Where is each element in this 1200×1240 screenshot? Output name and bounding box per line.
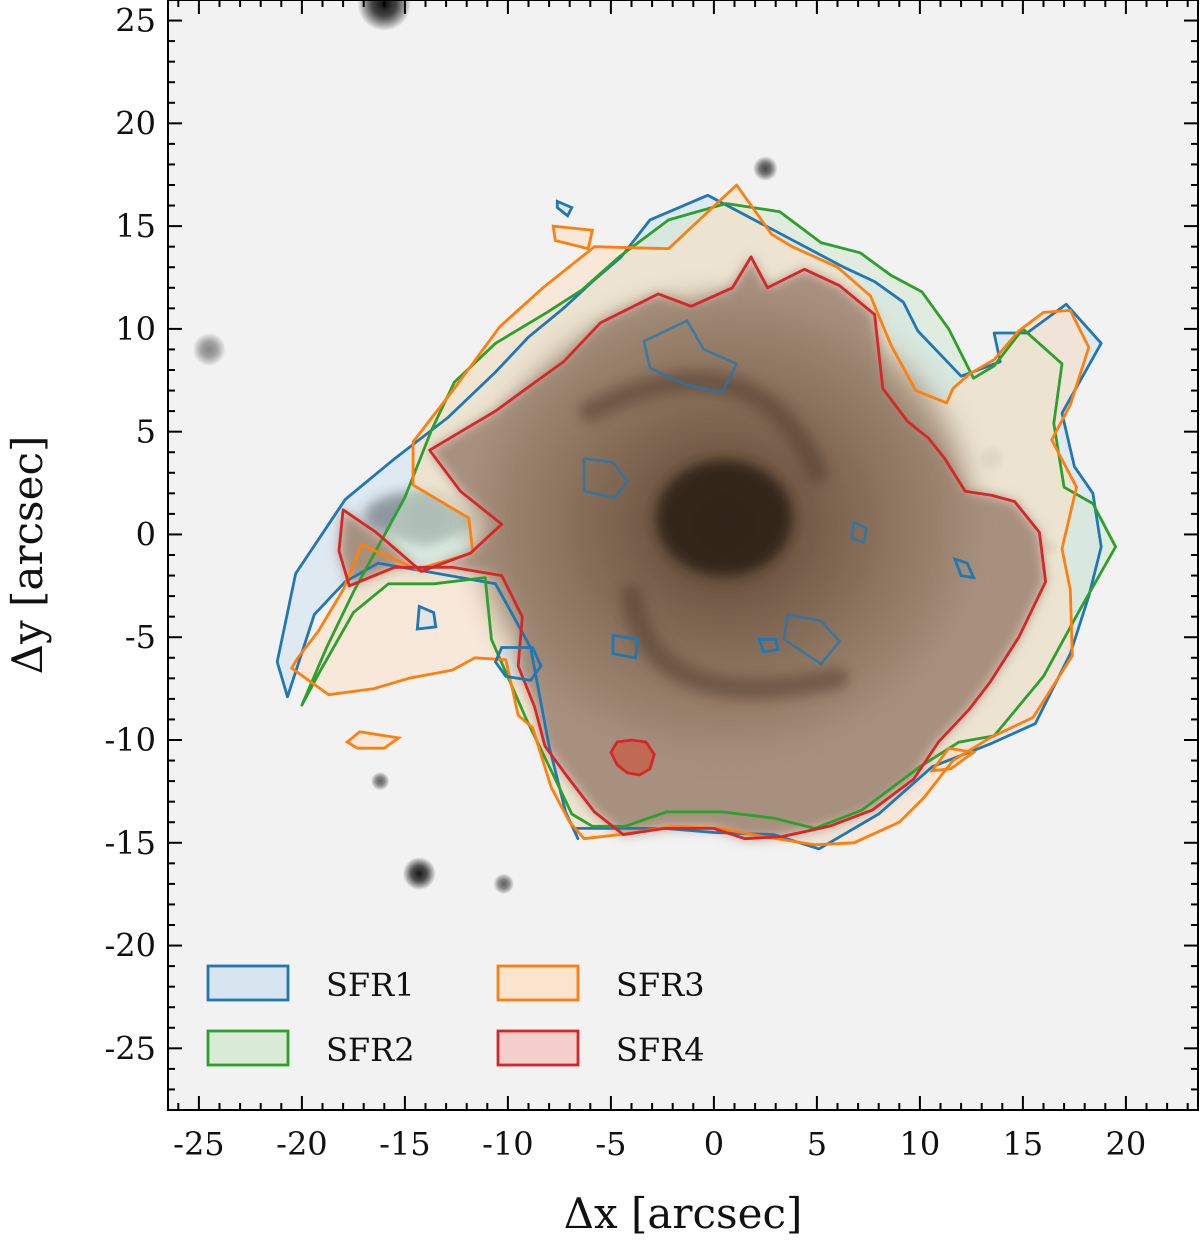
contour-line-sfr3 xyxy=(290,183,1091,847)
background-star-6 xyxy=(493,873,515,895)
background-star-2 xyxy=(192,332,226,366)
x-tick-label: 15 xyxy=(1003,1125,1044,1163)
contour-line-extra-1 xyxy=(344,730,403,750)
contour-line-sfr4 xyxy=(337,255,1047,841)
legend-swatch-sfr2 xyxy=(206,1029,290,1067)
background-star-1 xyxy=(753,156,778,181)
x-tick-label: 10 xyxy=(900,1125,941,1163)
x-tick-label: 20 xyxy=(1106,1125,1147,1163)
axis-ticks xyxy=(168,0,1198,1111)
x-tick-label: -25 xyxy=(173,1125,225,1163)
x-tick-label: -20 xyxy=(276,1125,328,1163)
y-tick-label: 10 xyxy=(115,310,156,348)
contour-fill-extra-3 xyxy=(553,226,593,249)
interior-contour-1 xyxy=(582,456,630,499)
galaxy-spiral-arm-0 xyxy=(579,370,828,484)
plot-area xyxy=(168,0,1198,1110)
y-tick-label: 20 xyxy=(115,104,156,142)
y-tick-label: -25 xyxy=(104,1029,156,1067)
contour-line-extra-0 xyxy=(609,738,656,777)
y-tick-label: -5 xyxy=(125,618,156,656)
interior-contour-2 xyxy=(782,613,842,666)
legend-swatch-sfr4 xyxy=(496,1029,580,1067)
galaxy-spiral-arm-1 xyxy=(620,585,849,700)
x-tick-label: 5 xyxy=(807,1125,827,1163)
x-axis-title: Δx [arcsec] xyxy=(564,1189,803,1238)
legend-label-sfr1: SFR1 xyxy=(326,966,415,1004)
galaxy-body xyxy=(339,256,1046,839)
contour-lines xyxy=(275,183,1117,851)
y-axis-title: Δy [arcsec] xyxy=(3,436,52,675)
contour-line-sfr1 xyxy=(275,193,1103,851)
legend-label-sfr2: SFR2 xyxy=(326,1031,415,1069)
background-star-0 xyxy=(357,0,412,31)
contour-line-extra-2 xyxy=(929,746,978,773)
y-tick-label: -20 xyxy=(104,927,156,965)
y-tick-label: 25 xyxy=(115,2,156,40)
interior-contour-3 xyxy=(850,520,868,545)
contour-line-extra-9 xyxy=(757,637,780,654)
y-tick-labels: 25 20 15 10 5 0 -5 -10 -15 -20 -25 xyxy=(104,2,156,1068)
x-tick-labels: -25 -20 -15 -10 -5 0 5 10 15 20 xyxy=(173,1125,1146,1163)
legend-label-sfr3: SFR3 xyxy=(616,966,705,1004)
legend: SFR1 SFR2 SFR3 SFR4 xyxy=(206,964,705,1069)
y-tick-label: -15 xyxy=(104,824,156,862)
y-tick-label: 0 xyxy=(136,515,156,553)
contour-line-extra-8 xyxy=(611,633,640,660)
y-tick-label: 5 xyxy=(136,413,156,451)
contour-line-extra-6 xyxy=(555,199,574,218)
galaxy-nucleus xyxy=(656,460,793,576)
contour-line-sfr2 xyxy=(300,202,1117,830)
interior-contour-0 xyxy=(642,319,739,395)
contour-line-extra-4 xyxy=(493,646,543,682)
x-tick-label: -10 xyxy=(482,1125,534,1163)
background-star-4 xyxy=(370,771,390,791)
contour-line-extra-5 xyxy=(415,604,438,631)
y-tick-label: 15 xyxy=(115,207,156,245)
x-tick-label: -5 xyxy=(595,1125,626,1163)
x-tick-label: 0 xyxy=(704,1125,724,1163)
contour-line-extra-3 xyxy=(551,224,595,251)
legend-swatch-sfr1 xyxy=(206,964,290,1002)
background-star-5 xyxy=(402,857,436,891)
y-tick-label: -10 xyxy=(104,721,156,759)
legend-label-sfr4: SFR4 xyxy=(616,1031,705,1069)
contour-line-extra-7 xyxy=(952,556,976,580)
x-tick-label: -15 xyxy=(379,1125,431,1163)
legend-swatch-sfr3 xyxy=(496,964,580,1002)
